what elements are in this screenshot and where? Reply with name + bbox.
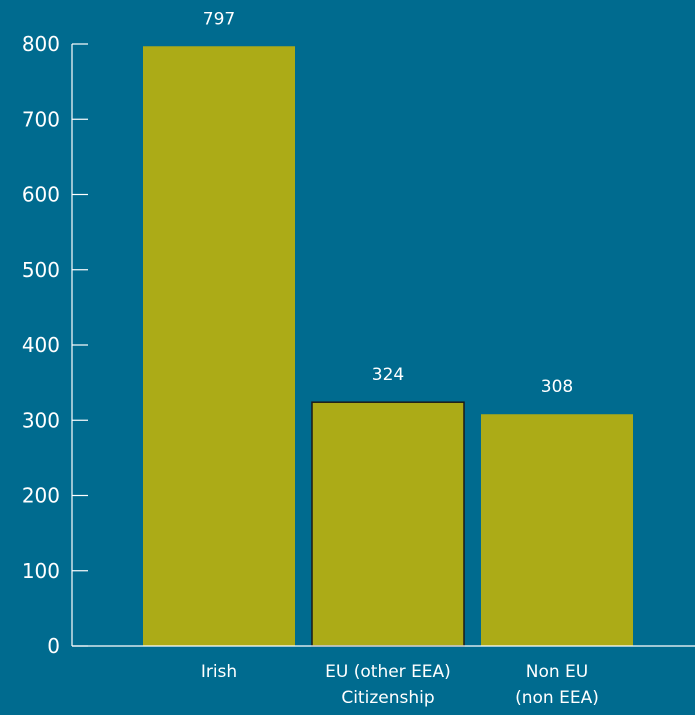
axes-group (71, 43, 695, 647)
data-label-1: 797 (203, 9, 235, 29)
y-tick-label-600: 600 (22, 183, 60, 207)
x-tick-label-1-line-1: Irish (201, 662, 237, 682)
bar-2 (311, 401, 465, 647)
y-tick-label-800: 800 (22, 32, 60, 56)
x-tick-label-3-line-1: Non EU (526, 662, 588, 682)
x-tick-label-3-line-2: (non EEA) (515, 688, 599, 708)
x-tick-label-2-line-2: Citizenship (341, 688, 434, 708)
data-label-2: 324 (372, 365, 404, 385)
y-tick-label-400: 400 (22, 333, 60, 357)
labels-group: 797 Irish 324 EU (other EEA) Citizenship 308 N… (22, 9, 599, 708)
bar-1 (143, 46, 295, 646)
y-tick-label-0: 0 (47, 634, 60, 658)
y-tick-label-500: 500 (22, 258, 60, 282)
data-label-3: 308 (541, 377, 573, 397)
y-tick-label-200: 200 (22, 484, 60, 508)
bar-3 (481, 414, 633, 646)
y-tick-label-300: 300 (22, 408, 60, 432)
bars-group (143, 46, 633, 647)
y-tick-label-700: 700 (22, 107, 60, 131)
x-tick-label-2-line-1: EU (other EEA) (325, 662, 451, 682)
y-tick-label-100: 100 (22, 559, 60, 583)
